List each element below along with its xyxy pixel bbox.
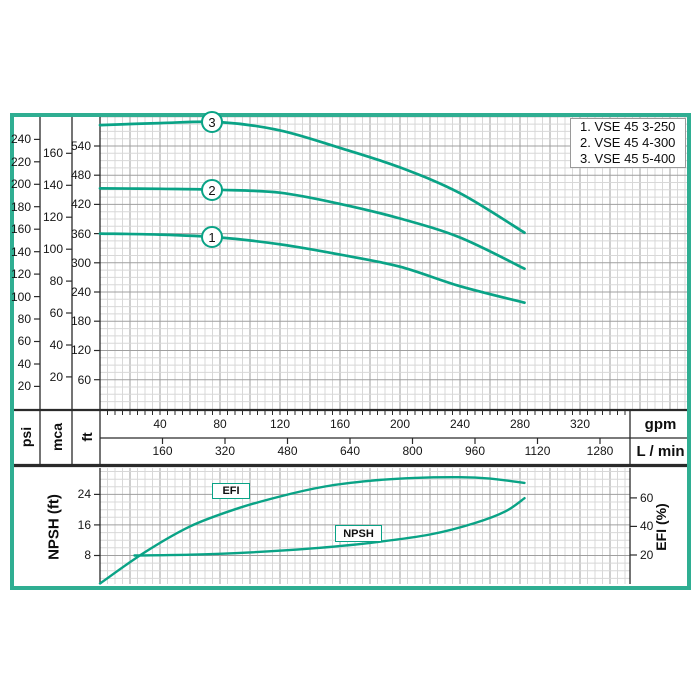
efi-tick-label: 60: [640, 490, 654, 505]
gpm-tick-label: 200: [389, 417, 411, 431]
ft-tick-label: 240: [70, 285, 91, 300]
gpm-tick-label: 320: [569, 417, 591, 431]
psi-tick-label: 240: [10, 132, 31, 147]
npsh-tick-label: 8: [84, 548, 91, 563]
ft-tick-label: 360: [70, 226, 91, 241]
mca-tick-label: 160: [42, 146, 63, 161]
axis-lines: [10, 116, 691, 584]
lmin-tick-label: 320: [214, 444, 236, 458]
gpm-tick-label: 80: [213, 417, 227, 431]
mca-tick-label: 140: [42, 178, 63, 193]
ft-tick-label: 300: [70, 255, 91, 270]
curve-marker-3: 3: [201, 111, 223, 133]
psi-tick-label: 200: [10, 177, 31, 192]
gpm-axis-unit-label: gpm: [644, 415, 677, 433]
mca-tick-label: 20: [49, 369, 63, 384]
lmin-tick-label: 800: [402, 444, 423, 458]
ft-tick-label: 120: [70, 343, 91, 358]
lmin-tick-label: 480: [277, 444, 298, 458]
lmin-tick-label: 1280: [586, 444, 614, 458]
legend-item-3: 3. VSE 45 5-400: [580, 151, 676, 166]
mca-tick-label: 120: [42, 210, 63, 225]
ft-tick-label: 480: [70, 168, 91, 183]
ft-tick-label: 180: [70, 314, 91, 329]
pump-curve-1: [98, 232, 526, 305]
psi-tick-label: 180: [10, 199, 31, 214]
mca-axis-unit-label: mca: [49, 422, 65, 452]
npsh-curve: [133, 497, 526, 557]
lmin-tick-label: 160: [152, 444, 173, 458]
lmin-tick-label: 1120: [524, 444, 551, 458]
lmin-axis-unit-label: L / min: [636, 443, 685, 460]
gpm-tick-label: 280: [509, 417, 531, 431]
psi-tick-label: 100: [10, 289, 31, 304]
legend-item-2: 2. VSE 45 4-300: [580, 135, 676, 150]
gpm-tick-label: 160: [329, 417, 351, 431]
ft-axis-unit-label: ft: [79, 432, 95, 442]
legend-item-1: 1. VSE 45 3-250: [580, 119, 676, 134]
psi-tick-label: 20: [17, 379, 31, 394]
ft-tick-label: 540: [70, 139, 91, 153]
gpm-tick-label: 40: [153, 417, 167, 431]
psi-tick-label: 40: [17, 356, 31, 371]
mca-tick-label: 40: [49, 337, 63, 352]
npsh-tick-label: 24: [77, 487, 91, 502]
ft-tick-label: 420: [70, 197, 91, 212]
psi-tick-label: 220: [10, 154, 31, 169]
efi-tick-label: 40: [640, 519, 654, 534]
lmin-tick-label: 960: [464, 444, 486, 458]
chart-frame-border: [10, 113, 691, 590]
efi-curve-label: EFI: [212, 483, 250, 499]
lower-grid: [100, 468, 630, 584]
psi-axis-unit-label: psi: [18, 426, 34, 448]
main-grid: [100, 116, 688, 410]
curve-marker-1: 1: [201, 226, 223, 248]
mca-tick-label: 60: [49, 306, 63, 321]
psi-tick-label: 80: [17, 312, 31, 327]
npsh-tick-label: 16: [77, 517, 91, 532]
ft-tick-label: 60: [77, 372, 91, 387]
pump-curve-3: [98, 120, 526, 235]
npsh-curve-label: NPSH: [335, 525, 382, 542]
lmin-tick-label: 640: [339, 444, 361, 458]
psi-tick-label: 120: [10, 267, 31, 282]
mca-tick-label: 80: [49, 274, 63, 289]
psi-tick-label: 160: [10, 222, 31, 237]
gpm-tick-label: 240: [449, 417, 471, 431]
legend: 1. VSE 45 3-250 2. VSE 45 4-300 3. VSE 4…: [570, 118, 686, 168]
psi-tick-label: 140: [10, 244, 31, 259]
curve-marker-2: 2: [201, 179, 223, 201]
pump-curve-2: [98, 187, 526, 271]
efi-tick-label: 20: [640, 547, 654, 562]
efi-curve: [98, 475, 526, 585]
psi-tick-label: 60: [17, 334, 31, 349]
mca-tick-label: 100: [42, 242, 63, 257]
gpm-tick-label: 120: [269, 417, 291, 431]
